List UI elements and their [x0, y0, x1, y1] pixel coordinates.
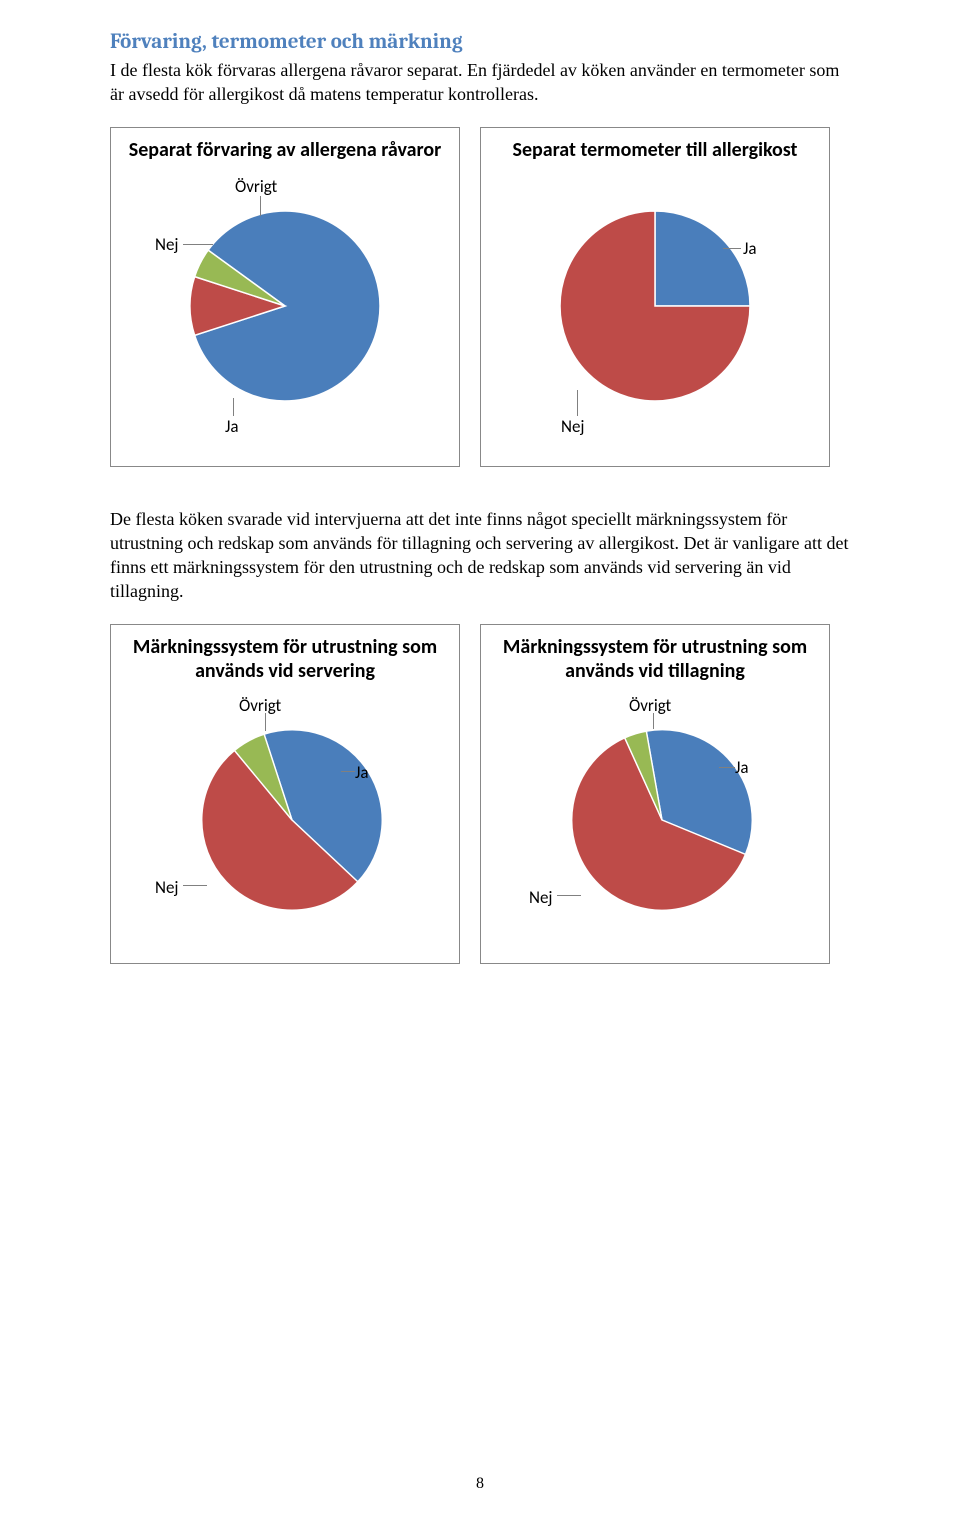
- section-heading: Förvaring, termometer och märkning: [110, 30, 850, 54]
- pie-label-ovrigt: Övrigt: [235, 176, 277, 197]
- chart-title: Märkningssystem för utrustning som använ…: [491, 635, 819, 683]
- chart-title: Märkningssystem för utrustning som använ…: [121, 635, 449, 683]
- chart-row-1: Separat förvaring av allergena råvaror N…: [110, 127, 850, 467]
- leader-line: [183, 885, 207, 886]
- leader-line: [260, 196, 261, 216]
- leader-line: [265, 713, 266, 731]
- leader-line: [653, 713, 654, 729]
- pie-chart: [567, 725, 757, 915]
- leader-line: [183, 244, 213, 245]
- pie-label-nej: Nej: [561, 416, 585, 437]
- chart-thermometer: Separat termometer till allergikost Ja N…: [480, 127, 830, 467]
- pie-wrap: Övrigt Ja Nej: [495, 687, 815, 963]
- chart-row-2: Märkningssystem för utrustning som använ…: [110, 624, 850, 964]
- chart-labeling-serving: Märkningssystem för utrustning som använ…: [110, 624, 460, 964]
- chart-title: Separat termometer till allergikost: [513, 138, 798, 162]
- chart-storage: Separat förvaring av allergena råvaror N…: [110, 127, 460, 467]
- pie-label-ja: Ja: [355, 762, 369, 783]
- page: Förvaring, termometer och märkning I de …: [0, 0, 960, 1515]
- pie-wrap: Övrigt Ja Nej: [125, 687, 445, 963]
- leader-line: [557, 895, 581, 896]
- pie-label-ja: Ja: [743, 238, 757, 259]
- chart-labeling-cooking: Märkningssystem för utrustning som använ…: [480, 624, 830, 964]
- pie-wrap: Nej Övrigt Ja: [125, 166, 445, 466]
- pie-label-ovrigt: Övrigt: [239, 695, 281, 716]
- leader-line: [577, 390, 578, 416]
- leader-line: [341, 771, 355, 772]
- pie-label-nej: Nej: [529, 887, 553, 908]
- pie-label-ja: Ja: [735, 757, 749, 778]
- pie-chart: [197, 725, 387, 915]
- leader-line: [723, 248, 741, 249]
- pie-label-ovrigt: Övrigt: [629, 695, 671, 716]
- page-number: 8: [0, 1475, 960, 1493]
- leader-line: [719, 767, 735, 768]
- leader-line: [233, 398, 234, 416]
- pie-wrap: Ja Nej: [495, 166, 815, 466]
- pie-label-nej: Nej: [155, 877, 179, 898]
- intro-paragraph-1: I de flesta kök förvaras allergena råvar…: [110, 58, 850, 107]
- pie-chart: [555, 206, 755, 406]
- pie-chart: [185, 206, 385, 406]
- chart-title: Separat förvaring av allergena råvaror: [129, 138, 442, 162]
- intro-paragraph-2: De flesta köken svarade vid intervjuerna…: [110, 507, 850, 604]
- pie-label-ja: Ja: [225, 416, 239, 437]
- pie-label-nej: Nej: [155, 234, 179, 255]
